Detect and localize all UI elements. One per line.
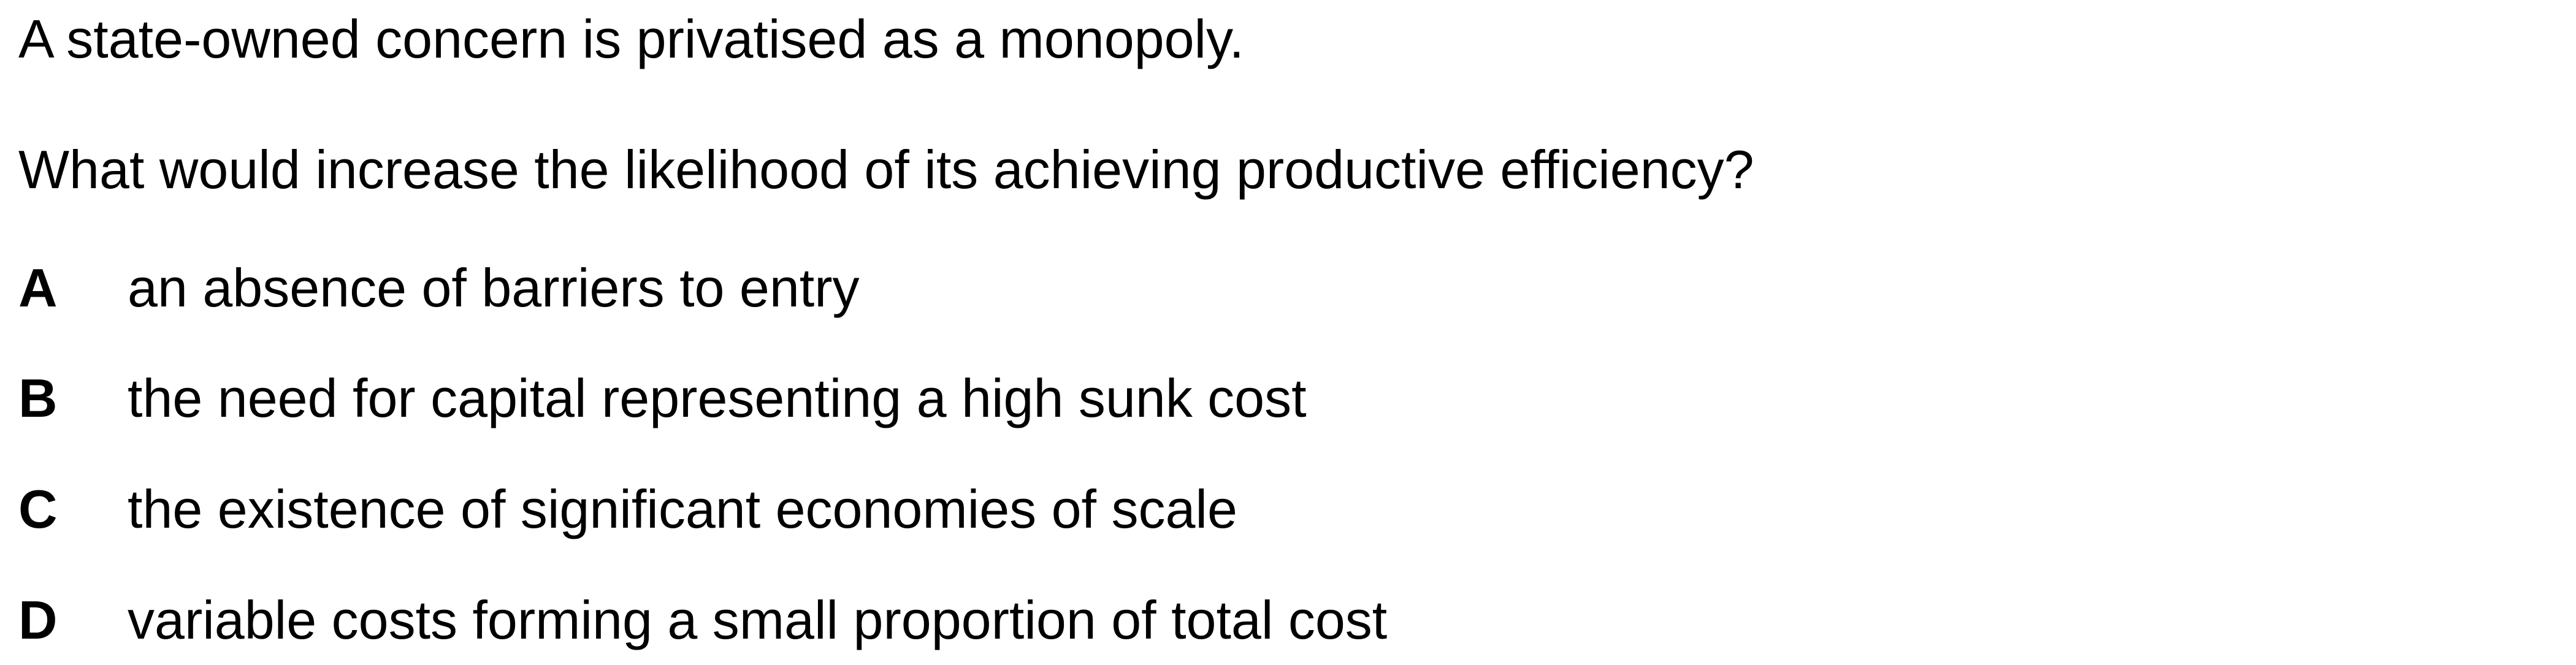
question-context: A state-owned concern is privatised as a… [18, 9, 1244, 69]
option-a-letter: A [18, 257, 58, 318]
option-c-text: the existence of significant economies o… [128, 479, 1237, 539]
option-b-letter: B [18, 368, 58, 428]
question-prompt: What would increase the likelihood of it… [18, 139, 1754, 200]
option-a-text: an absence of barriers to entry [128, 257, 860, 318]
option-d-letter: D [18, 590, 58, 650]
option-b-text: the need for capital representing a high… [128, 368, 1307, 428]
option-c-letter: C [18, 479, 58, 539]
option-d-text: variable costs forming a small proportio… [128, 590, 1388, 650]
